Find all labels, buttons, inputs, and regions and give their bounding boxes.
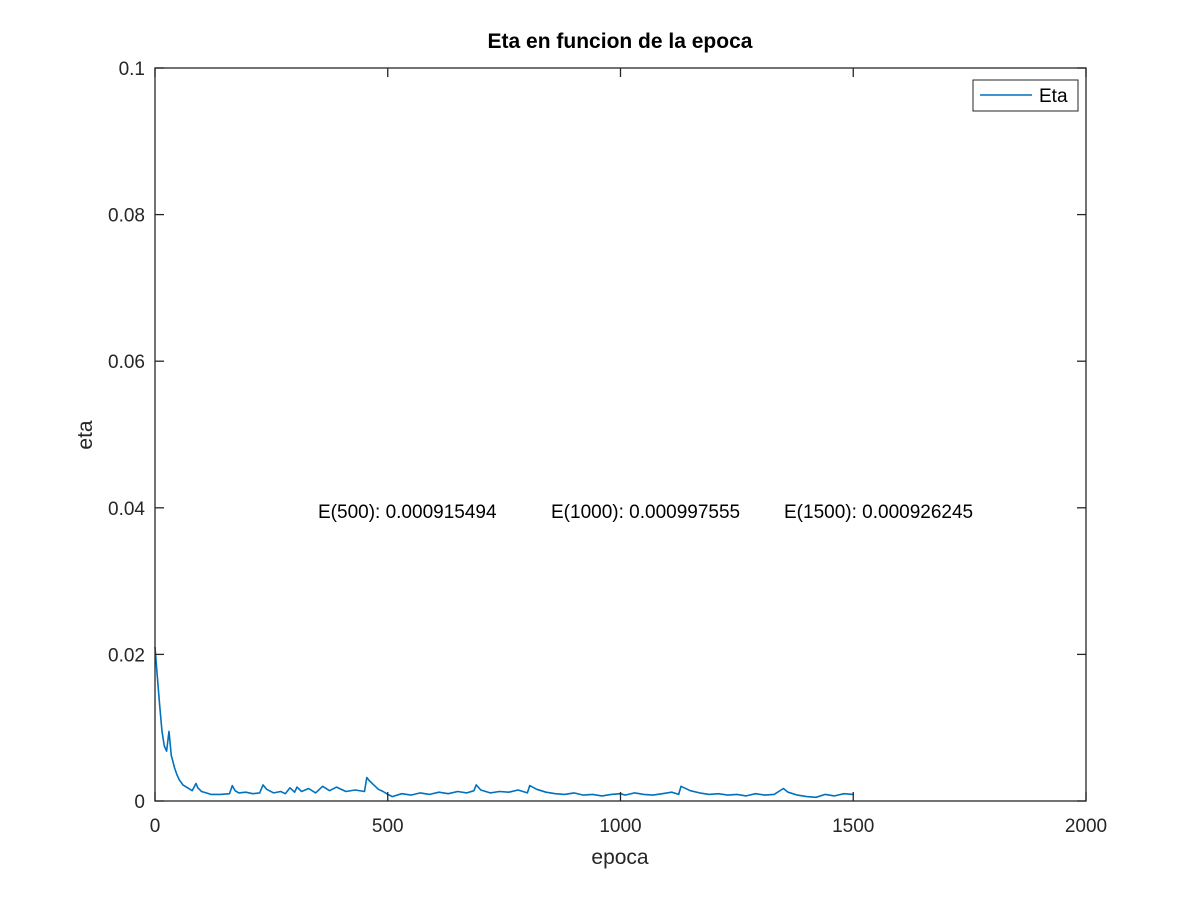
x-tick-label: 2000 bbox=[1065, 816, 1107, 837]
legend-label-eta: Eta bbox=[1039, 86, 1068, 107]
plot-area bbox=[155, 68, 1086, 801]
x-tick-label: 1000 bbox=[599, 816, 641, 837]
x-axis-label: epoca bbox=[591, 846, 649, 869]
y-tick-label: 0 bbox=[134, 792, 145, 813]
series-layer bbox=[154, 647, 854, 799]
annotation-group: E(500): 0.000915494 E(1000): 0.000997555… bbox=[318, 502, 973, 523]
y-tick-label: 0.08 bbox=[108, 206, 145, 227]
y-axis-label: eta bbox=[74, 420, 97, 450]
x-tick-label: 1500 bbox=[832, 816, 874, 837]
y-tick-label: 0.1 bbox=[119, 59, 145, 80]
axes-box bbox=[154, 67, 1087, 802]
series-line-eta bbox=[154, 647, 854, 799]
legend: Eta bbox=[972, 79, 1079, 112]
annotation-e1000: E(1000): 0.000997555 bbox=[551, 502, 740, 523]
x-tick-label: 0 bbox=[150, 816, 161, 837]
chart-title: Eta en funcion de la epoca bbox=[488, 30, 753, 53]
annotation-e1500: E(1500): 0.000926245 bbox=[784, 502, 973, 523]
y-tick-label: 0.06 bbox=[108, 352, 145, 373]
annotation-e500: E(500): 0.000915494 bbox=[318, 502, 497, 523]
axes-background bbox=[155, 68, 1086, 801]
y-tick-label: 0.04 bbox=[108, 499, 145, 520]
x-tick-label: 500 bbox=[372, 816, 404, 837]
y-tick-label: 0.02 bbox=[108, 645, 145, 666]
